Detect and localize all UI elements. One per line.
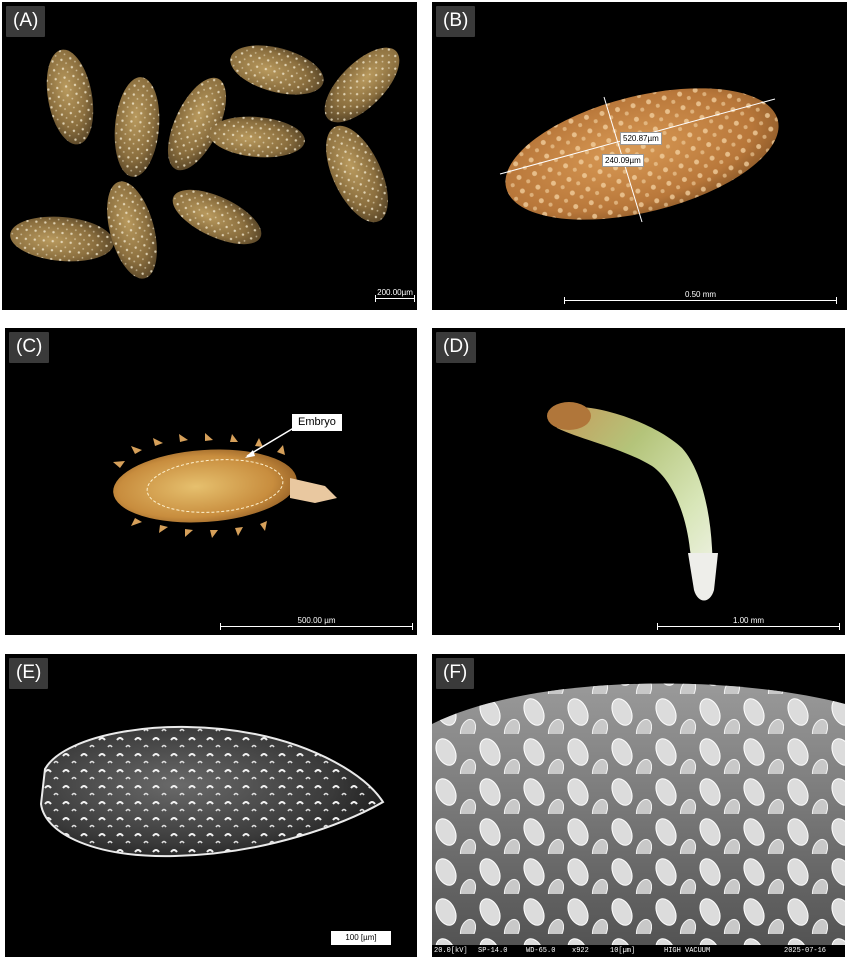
sem-spot: SP-14.0 <box>478 947 508 955</box>
panel-c-scale-text: 500.00 µm <box>297 616 336 625</box>
sem-surface-image <box>432 654 845 957</box>
panel-c-label: (C) <box>9 332 50 363</box>
length-measurement: 520.87µm <box>620 132 662 145</box>
sem-date: 2025-07-16 <box>784 947 827 955</box>
panel-e-sem-seed: (E) 100 [µm] <box>5 654 417 957</box>
sem-seed-image <box>39 725 385 858</box>
panel-a-scale-bar: 200.00µm <box>375 288 415 302</box>
germinating-seedling-image <box>547 402 718 601</box>
panel-e-scale-bar: 100 [µm] <box>331 931 391 945</box>
panel-d-scale-bar: 1.00 mm <box>657 616 840 630</box>
panel-c-embryo-view: (C) Embryo 500.00 µm <box>5 328 417 635</box>
sem-voltage: 20.0[kV] <box>434 947 468 955</box>
panel-c-scale-bar: 500.00 µm <box>220 616 413 630</box>
panel-d-scale-text: 1.00 mm <box>732 616 765 625</box>
seed-group-image <box>10 45 400 279</box>
embryo-annotation: Embryo <box>292 414 342 431</box>
sem-scale: 10[µm] <box>610 947 636 955</box>
panel-b-scale-bar: 0.50 mm <box>564 290 837 304</box>
sem-magnification: x922 <box>572 947 589 955</box>
panel-a-seed-group: (A) 200.00µm <box>2 2 417 310</box>
panel-d-germinating-seed: (D) 1.00 mm <box>432 328 845 635</box>
sem-working-distance: WD-65.0 <box>526 947 556 955</box>
width-measurement: 240.09µm <box>602 154 644 167</box>
panel-a-scale-text: 200.00µm <box>377 288 413 297</box>
sem-vacuum-mode: HIGH VACUUM <box>664 947 711 955</box>
panel-e-label: (E) <box>9 658 49 689</box>
panel-f-label: (F) <box>436 658 475 689</box>
embryo-seed-image <box>113 425 337 538</box>
panel-f-sem-surface-closeup: (F) 20.0[kV] SP-14.0 WD-65.0 x922 10[µm]… <box>432 654 845 957</box>
panel-b-label: (B) <box>436 6 476 37</box>
panel-b-seed-measured: (B) 520.87µm 240.09µm 0.50 mm <box>432 2 847 310</box>
sem-info-footer: 20.0[kV] SP-14.0 WD-65.0 x922 10[µm] HIG… <box>432 945 845 957</box>
panel-b-scale-text: 0.50 mm <box>684 290 717 299</box>
panel-d-label: (D) <box>436 332 477 363</box>
panel-a-label: (A) <box>6 6 46 37</box>
